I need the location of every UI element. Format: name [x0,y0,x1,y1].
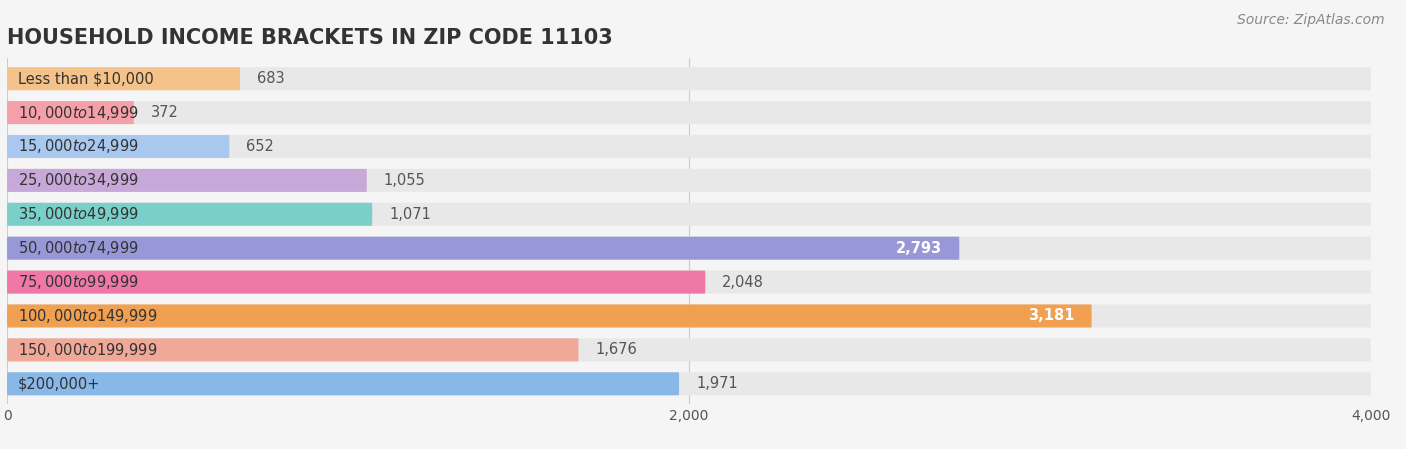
Text: $10,000 to $14,999: $10,000 to $14,999 [18,104,139,122]
FancyBboxPatch shape [7,169,367,192]
Text: Source: ZipAtlas.com: Source: ZipAtlas.com [1237,13,1385,27]
Text: 372: 372 [150,105,179,120]
FancyBboxPatch shape [7,304,1371,327]
Text: $100,000 to $149,999: $100,000 to $149,999 [18,307,157,325]
FancyBboxPatch shape [7,67,1371,90]
FancyBboxPatch shape [7,372,1371,395]
Text: 3,181: 3,181 [1028,308,1074,323]
FancyBboxPatch shape [7,135,229,158]
FancyBboxPatch shape [7,203,1371,226]
FancyBboxPatch shape [7,339,1371,361]
Text: 1,071: 1,071 [389,207,432,222]
Text: Less than $10,000: Less than $10,000 [18,71,153,86]
FancyBboxPatch shape [7,372,679,395]
Text: $25,000 to $34,999: $25,000 to $34,999 [18,172,139,189]
Text: HOUSEHOLD INCOME BRACKETS IN ZIP CODE 11103: HOUSEHOLD INCOME BRACKETS IN ZIP CODE 11… [7,28,613,48]
Text: 2,793: 2,793 [896,241,942,255]
FancyBboxPatch shape [7,271,1371,294]
Text: $15,000 to $24,999: $15,000 to $24,999 [18,137,139,155]
FancyBboxPatch shape [7,169,1371,192]
Text: 1,055: 1,055 [384,173,426,188]
FancyBboxPatch shape [7,101,134,124]
Text: $200,000+: $200,000+ [18,376,100,391]
FancyBboxPatch shape [7,203,373,226]
FancyBboxPatch shape [7,339,578,361]
FancyBboxPatch shape [7,67,240,90]
FancyBboxPatch shape [7,101,1371,124]
Text: 1,676: 1,676 [596,343,637,357]
Text: 1,971: 1,971 [696,376,738,391]
Text: $50,000 to $74,999: $50,000 to $74,999 [18,239,139,257]
FancyBboxPatch shape [7,135,1371,158]
Text: $150,000 to $199,999: $150,000 to $199,999 [18,341,157,359]
Text: $35,000 to $49,999: $35,000 to $49,999 [18,205,139,223]
FancyBboxPatch shape [7,271,706,294]
FancyBboxPatch shape [7,237,959,260]
Text: 683: 683 [257,71,284,86]
Text: 652: 652 [246,139,274,154]
Text: $75,000 to $99,999: $75,000 to $99,999 [18,273,139,291]
Text: 2,048: 2,048 [723,275,765,290]
FancyBboxPatch shape [7,237,1371,260]
FancyBboxPatch shape [7,304,1091,327]
